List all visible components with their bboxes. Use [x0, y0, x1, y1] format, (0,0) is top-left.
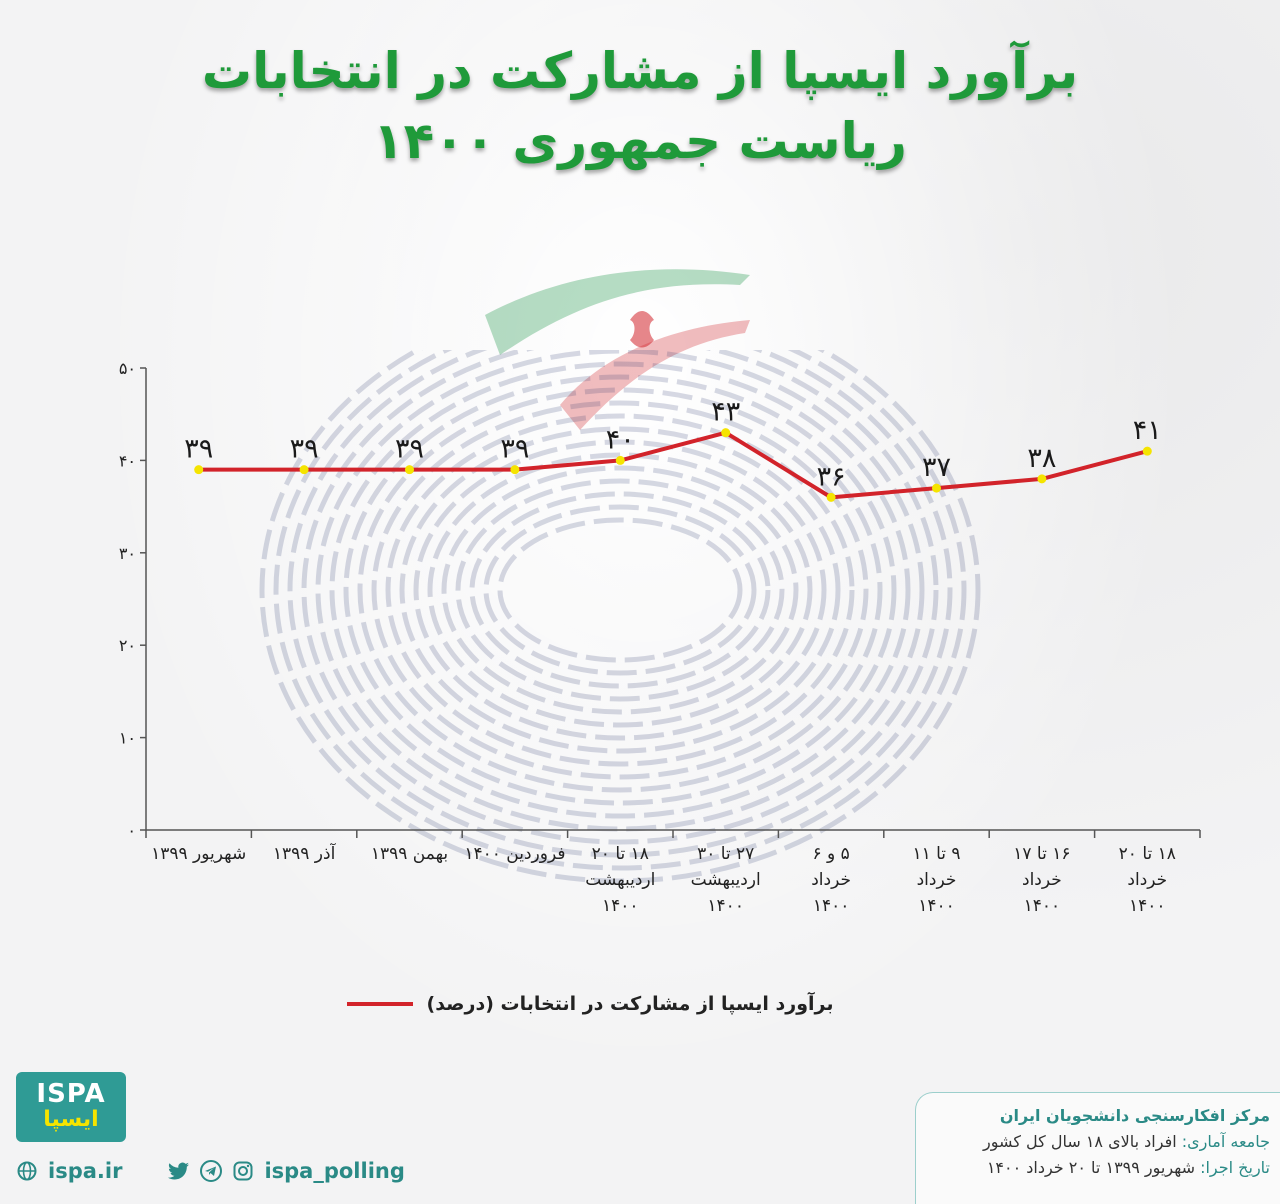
data-point: [826, 492, 836, 502]
legend-label: برآورد ایسپا از مشارکت در انتخابات (درصد…: [426, 993, 834, 1015]
line-chart: ۰ ۱۰ ۲۰ ۳۰ ۴۰ ۵۰ شهریور ۱۳۹۹ آذر ۱۳۹۹ بهمن ۱۳۹۹…: [119, 350, 1201, 916]
fingerprint-ridge: [343, 374, 897, 806]
series-layer: [194, 428, 1152, 502]
data-point: [1037, 474, 1047, 484]
fingerprint-ridge: [455, 478, 785, 702]
population-label: جامعه آماری:: [1181, 1132, 1270, 1151]
fingerprint-ridge: [371, 400, 869, 780]
data-label: ۳۹: [500, 434, 529, 465]
fingerprint-ridge: [259, 350, 981, 884]
y-tick-label: ۵۰: [119, 359, 136, 378]
flag-emblem-image: [485, 269, 750, 430]
fingerprint-ridge: [357, 387, 883, 793]
data-label: ۴۱: [1133, 415, 1162, 446]
chart-title-line2: ریاست جمهوری ۱۴۰۰: [373, 112, 907, 170]
fingerprint-ridge: [413, 439, 827, 741]
x-tick-label: فروردین ۱۴۰۰: [464, 844, 565, 864]
fingerprint-ridge: [329, 361, 911, 819]
x-tick-label: ۱۸ تا ۲۰ خرداد ۱۴۰۰: [1119, 844, 1176, 916]
data-label: ۳۹: [184, 434, 213, 465]
x-axis-ticks: شهریور ۱۳۹۹ آذر ۱۳۹۹ بهمن ۱۳۹۹ فروردین ۱۴۰۰…: [145, 830, 1201, 916]
x-tick-label: آذر ۱۳۹۹: [273, 842, 337, 864]
x-tick-label: شهریور ۱۳۹۹: [151, 844, 246, 864]
data-label: ۴۰: [606, 424, 635, 455]
instagram-icon[interactable]: [232, 1160, 254, 1182]
value-labels: ۳۹ ۳۹ ۳۹ ۳۹ ۴۰ ۴۳ ۳۶ ۳۷ ۳۸ ۴۱: [184, 397, 1162, 493]
y-tick-label: ۴۰: [119, 451, 136, 470]
population-row: جامعه آماری: افراد بالای ۱۸ سال کل کشور: [916, 1129, 1270, 1155]
data-label: ۳۹: [395, 434, 424, 465]
data-point: [615, 455, 625, 465]
ispa-logo: ISPA ایسپا: [16, 1072, 126, 1142]
x-tick-label: ۵ و ۶ خرداد ۱۴۰۰: [811, 844, 851, 916]
data-point: [721, 428, 731, 438]
fingerprint-ridge: [315, 350, 925, 832]
fingerprint-ridge: [385, 413, 855, 767]
data-label: ۳۸: [1027, 443, 1056, 474]
y-tick-label: ۳۰: [119, 544, 136, 563]
twitter-icon[interactable]: [168, 1160, 190, 1182]
series-line: [196, 430, 1150, 500]
data-label: ۳۶: [817, 461, 846, 492]
social-links: ispa.ir ispa_polling: [16, 1155, 405, 1187]
fingerprint-ridge: [469, 491, 771, 689]
fingerprint-watermark: [259, 350, 981, 884]
fingerprint-ridge: [287, 350, 953, 858]
x-tick-label: ۹ تا ۱۱ خرداد ۱۴۰۰: [912, 844, 960, 916]
logo-text-en: ISPA: [36, 1079, 106, 1109]
date-row: تاریخ اجرا: شهریور ۱۳۹۹ تا ۲۰ خرداد ۱۴۰۰: [916, 1155, 1270, 1181]
data-point: [405, 465, 414, 475]
chart-title-line1: برآورد ایسپا از مشارکت در انتخابات: [201, 42, 1079, 100]
chart-legend: برآورد ایسپا از مشارکت در انتخابات (درصد…: [340, 990, 840, 1018]
x-tick-label: ۱۸ تا ۲۰ اردیبهشت ۱۴۰۰: [585, 844, 655, 916]
fingerprint-ridge: [483, 504, 757, 676]
date-value: شهریور ۱۳۹۹ تا ۲۰ خرداد ۱۴۰۰: [986, 1158, 1195, 1177]
globe-icon[interactable]: [16, 1160, 38, 1182]
data-point: [510, 465, 520, 475]
y-axis-ticks: ۰ ۱۰ ۲۰ ۳۰ ۴۰ ۵۰: [119, 359, 146, 840]
x-tick-label: ۱۶ تا ۱۷ خرداد ۱۴۰۰: [1013, 844, 1070, 916]
data-label: ۴۳: [711, 397, 740, 428]
y-tick-label: ۰: [127, 821, 136, 840]
fingerprint-ridge: [497, 517, 743, 663]
date-label: تاریخ اجرا:: [1200, 1158, 1270, 1177]
data-point: [194, 465, 204, 475]
fingerprint-ridge: [399, 426, 841, 754]
logo-text-fa: ایسپا: [43, 1107, 99, 1132]
survey-info-box: مرکز افکارسنجی دانشجویان ایران جامعه آما…: [915, 1092, 1280, 1204]
population-value: افراد بالای ۱۸ سال کل کشور: [983, 1132, 1177, 1151]
telegram-icon[interactable]: [200, 1160, 223, 1182]
org-name: مرکز افکارسنجی دانشجویان ایران: [999, 1106, 1270, 1125]
data-point: [1142, 446, 1152, 456]
social-handle-link[interactable]: ispa_polling: [264, 1159, 405, 1183]
y-tick-label: ۲۰: [119, 636, 136, 655]
x-tick-label: بهمن ۱۳۹۹: [371, 844, 448, 864]
x-tick-label: ۲۷ تا ۳۰ اردیبهشت ۱۴۰۰: [691, 844, 761, 916]
data-label: ۳۷: [922, 452, 951, 483]
fingerprint-ridge: [273, 350, 967, 871]
fingerprint-ridge: [441, 465, 799, 715]
y-tick-label: ۱۰: [119, 729, 136, 748]
data-point: [299, 465, 309, 475]
fingerprint-ridge: [427, 452, 813, 728]
website-link[interactable]: ispa.ir: [48, 1159, 123, 1183]
data-point: [932, 483, 941, 493]
fingerprint-ridge: [301, 350, 939, 845]
data-label: ۳۹: [290, 434, 319, 465]
legend-swatch: [346, 1002, 413, 1006]
